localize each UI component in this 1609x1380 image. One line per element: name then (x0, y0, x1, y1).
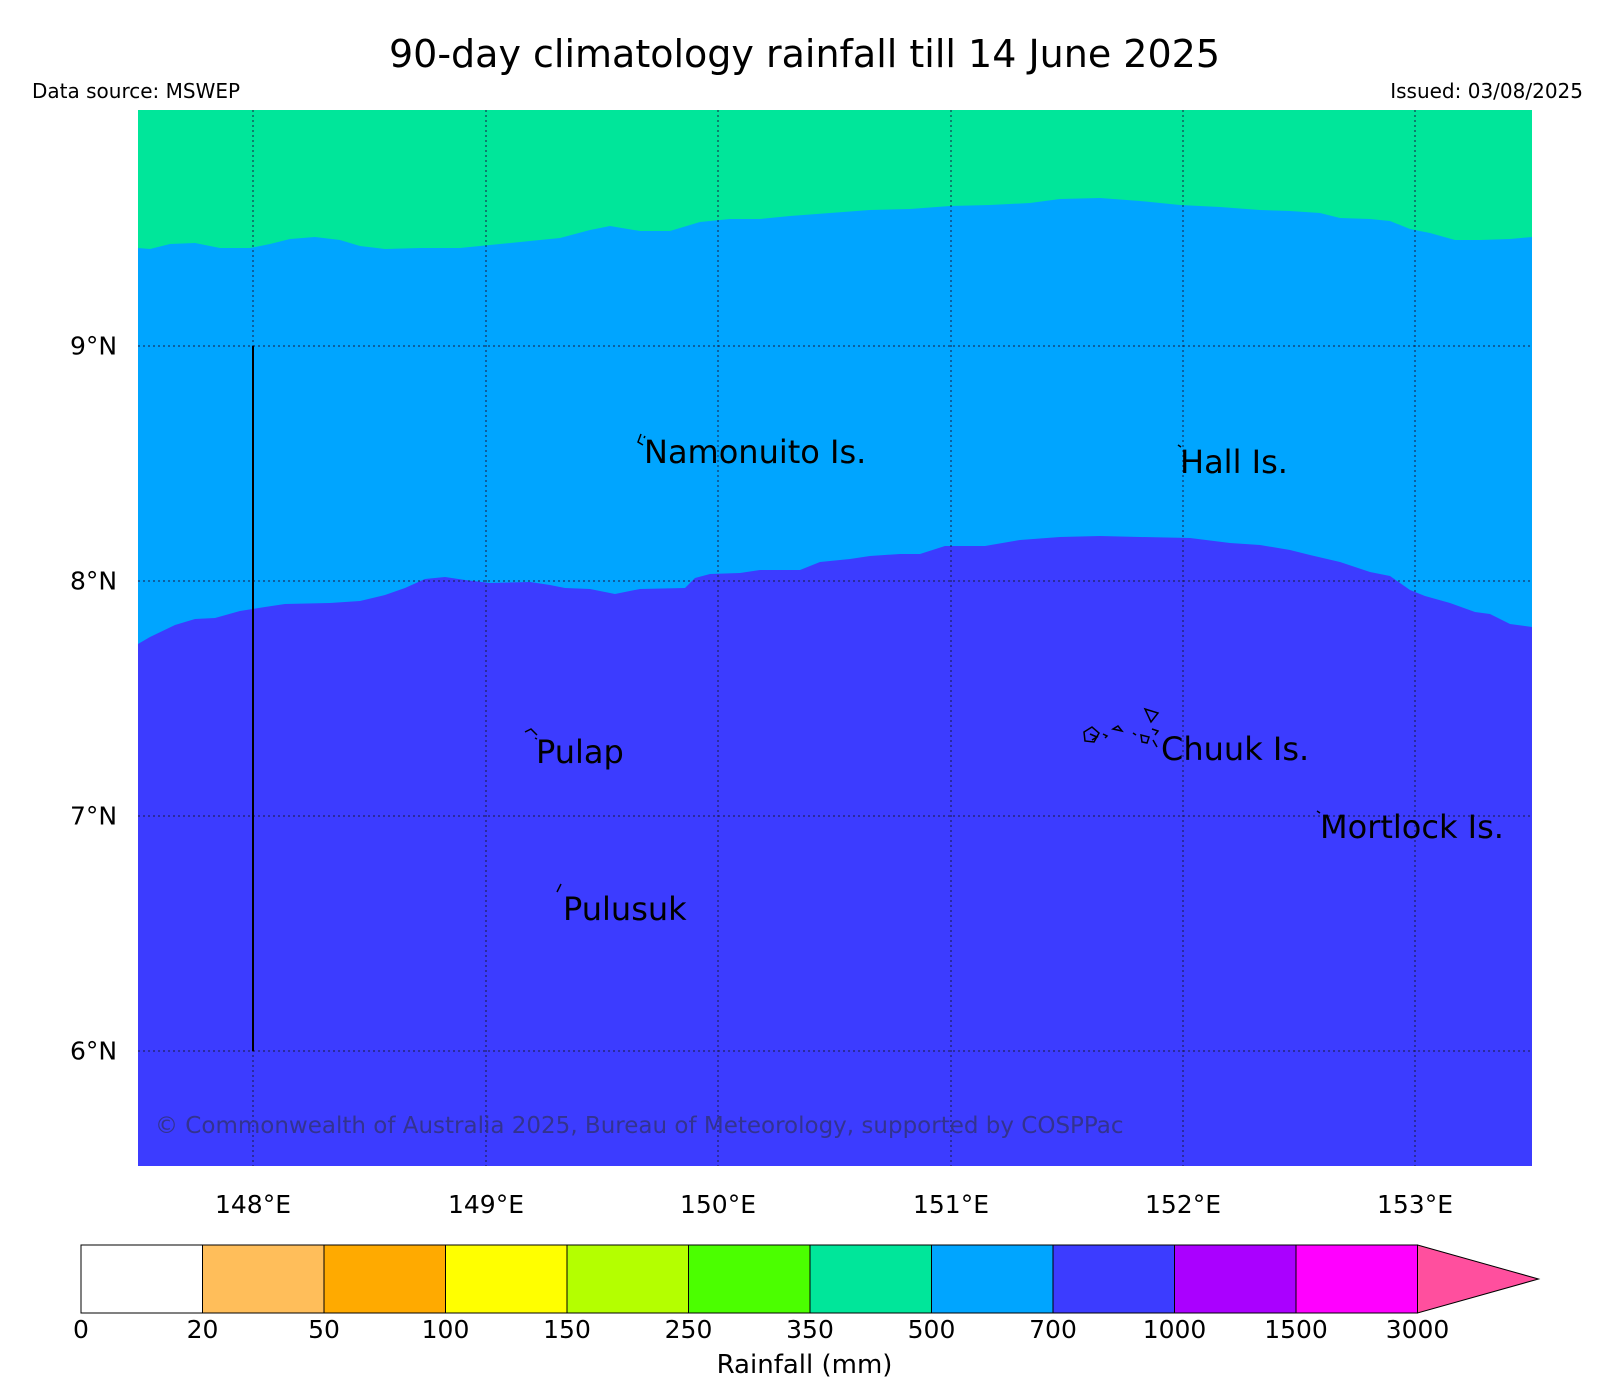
colorbar-tick-label: 350 (786, 1315, 834, 1344)
lon-label-152e: 152°E (1144, 1190, 1222, 1219)
colorbar-cell (202, 1244, 325, 1314)
colorbar (80, 1244, 1541, 1314)
place-label-hall: Hall Is. (1180, 443, 1288, 481)
chuuk-outline (1083, 707, 1160, 748)
place-label-chuuk: Chuuk Is. (1161, 730, 1310, 768)
colorbar-tick-label: 0 (73, 1315, 89, 1344)
data-source: Data source: MSWEP (32, 79, 241, 103)
pulusuk-outline (556, 883, 562, 893)
colorbar-tick-label: 1000 (1142, 1315, 1207, 1344)
colorbar-tick-label: 500 (907, 1315, 956, 1344)
namonuito-outline (637, 433, 646, 446)
lon-label-150e: 150°E (679, 1190, 757, 1219)
lat-label-7n: 7°N (70, 801, 118, 831)
colorbar-tick-label: 1500 (1264, 1315, 1328, 1344)
place-label-namonuito: Namonuito Is. (644, 433, 867, 471)
colorbar-cell (1052, 1244, 1175, 1314)
pulap-outline (524, 728, 538, 740)
place-label-mortlock: Mortlock Is. (1320, 808, 1504, 846)
colorbar-cell (80, 1244, 203, 1314)
place-label-pulusuk: Pulusuk (563, 890, 687, 928)
issued-date: Issued: 03/08/2025 (1390, 79, 1583, 103)
lat-label-9n: 9°N (70, 331, 118, 361)
colorbar-cell (445, 1244, 568, 1314)
colorbar-extend-arrow (1417, 1244, 1541, 1314)
colorbar-cell (809, 1244, 932, 1314)
colorbar-cell (1174, 1244, 1297, 1314)
colorbar-tick-label: 150 (543, 1315, 591, 1344)
colorbar-tick-label: 3000 (1385, 1315, 1450, 1344)
lon-label-153e: 153°E (1376, 1190, 1454, 1219)
lat-label-8n: 8°N (70, 566, 118, 596)
lon-label-148e: 148°E (214, 1190, 292, 1219)
lon-label-149e: 149°E (447, 1190, 525, 1219)
colorbar-label: Rainfall (mm) (716, 1350, 893, 1380)
colorbar-cell (566, 1244, 689, 1314)
colorbar-tick-label: 20 (186, 1315, 219, 1344)
grid-lines (138, 110, 1532, 1166)
colorbar-cell (931, 1244, 1054, 1314)
place-label-pulap: Pulap (536, 733, 624, 771)
hall-outline (1177, 444, 1182, 448)
colorbar-tick-label: 700 (1029, 1315, 1077, 1344)
colorbar-tick-label: 250 (664, 1315, 713, 1344)
colorbar-tick-label: 50 (308, 1315, 340, 1344)
colorbar-cell (1295, 1244, 1418, 1314)
mortlock-outline (1316, 810, 1321, 814)
copyright-notice: © Commonwealth of Australia 2025, Bureau… (155, 1113, 1124, 1139)
zone-700-1000 (138, 536, 1532, 1166)
island-outlines (524, 433, 1321, 893)
colorbar-cell (323, 1244, 446, 1314)
colorbar-tick-label: 100 (421, 1315, 470, 1344)
map-title: 90-day climatology rainfall till 14 June… (388, 32, 1221, 76)
colorbar-cell (688, 1244, 811, 1314)
lon-label-151e: 151°E (912, 1190, 990, 1219)
lat-label-6n: 6°N (70, 1036, 118, 1066)
